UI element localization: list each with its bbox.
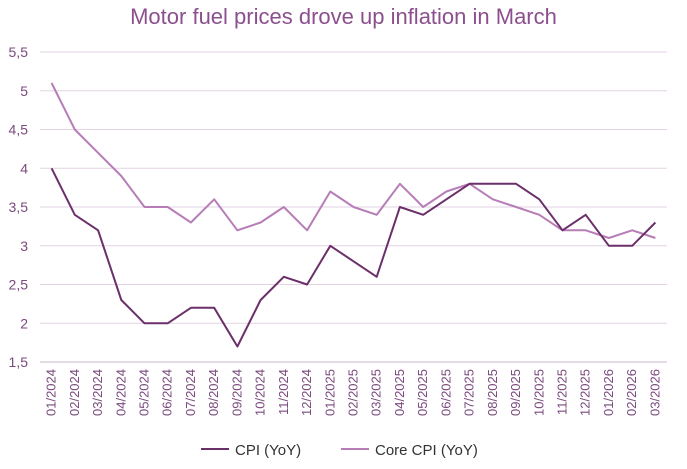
x-tick-label: 09/2024 bbox=[229, 369, 244, 416]
x-tick-label: 05/2025 bbox=[415, 369, 430, 416]
y-tick-label: 5 bbox=[20, 83, 28, 99]
y-tick-label: 1,5 bbox=[9, 354, 29, 370]
x-tick-label: 07/2024 bbox=[183, 369, 198, 416]
y-axis-ticks: 1,5 2 2,5 3 3,5 4 4,5 5 5,5 bbox=[9, 44, 29, 370]
series-line-core-cpi-yoy bbox=[50, 82, 656, 239]
x-tick-label: 06/2024 bbox=[160, 369, 175, 416]
x-tick-label: 02/2026 bbox=[624, 369, 639, 416]
y-tick-label: 4 bbox=[20, 160, 28, 176]
x-tick-label: 02/2024 bbox=[67, 369, 82, 416]
x-tick-label: 01/2024 bbox=[44, 369, 59, 416]
x-tick-label: 06/2025 bbox=[438, 369, 453, 416]
x-tick-label: 03/2026 bbox=[647, 369, 662, 416]
gridlines bbox=[40, 51, 667, 324]
x-tick-label: 11/2024 bbox=[276, 369, 291, 415]
x-tick-label: 08/2025 bbox=[485, 369, 500, 416]
x-tick-label: 11/2025 bbox=[555, 369, 570, 415]
x-tick-label: 12/2025 bbox=[578, 369, 593, 416]
legend-label: Core CPI (YoY) bbox=[375, 442, 478, 459]
x-tick-label: 04/2024 bbox=[113, 369, 128, 416]
x-tick-label: 01/2025 bbox=[322, 369, 337, 416]
legend-label: CPI (YoY) bbox=[235, 442, 301, 459]
series-line-cpi-yoy bbox=[50, 167, 657, 348]
x-tick-label: 03/2025 bbox=[369, 369, 384, 416]
chart-title: Motor fuel prices drove up inflation in … bbox=[130, 4, 557, 29]
series-lines bbox=[50, 82, 657, 348]
x-tick-label: 03/2024 bbox=[90, 369, 105, 416]
x-tick-label: 01/2026 bbox=[601, 369, 616, 416]
x-tick-label: 10/2025 bbox=[531, 369, 546, 416]
x-tick-label: 09/2025 bbox=[508, 369, 523, 416]
y-tick-label: 3,5 bbox=[9, 199, 29, 215]
y-tick-label: 2 bbox=[20, 315, 28, 331]
x-tick-label: 07/2025 bbox=[462, 369, 477, 416]
y-tick-label: 4,5 bbox=[9, 122, 29, 138]
x-tick-label: 02/2025 bbox=[346, 369, 361, 416]
y-tick-label: 3 bbox=[20, 238, 28, 254]
y-tick-label: 5,5 bbox=[9, 44, 29, 60]
x-axis-ticks: 01/2024 02/2024 03/2024 04/2024 05/2024 06/20… bbox=[44, 369, 663, 416]
x-tick-label: 10/2024 bbox=[253, 369, 268, 416]
x-tick-label: 05/2024 bbox=[137, 369, 152, 416]
legend-item: CPI (YoY) bbox=[201, 442, 301, 459]
legend-item: Core CPI (YoY) bbox=[341, 442, 478, 459]
x-tick-label: 12/2024 bbox=[299, 369, 314, 416]
x-tick-label: 08/2024 bbox=[206, 369, 221, 416]
x-tick-label: 04/2025 bbox=[392, 369, 407, 416]
y-tick-label: 2,5 bbox=[9, 277, 29, 293]
legend: CPI (YoY) Core CPI (YoY) bbox=[201, 442, 478, 459]
